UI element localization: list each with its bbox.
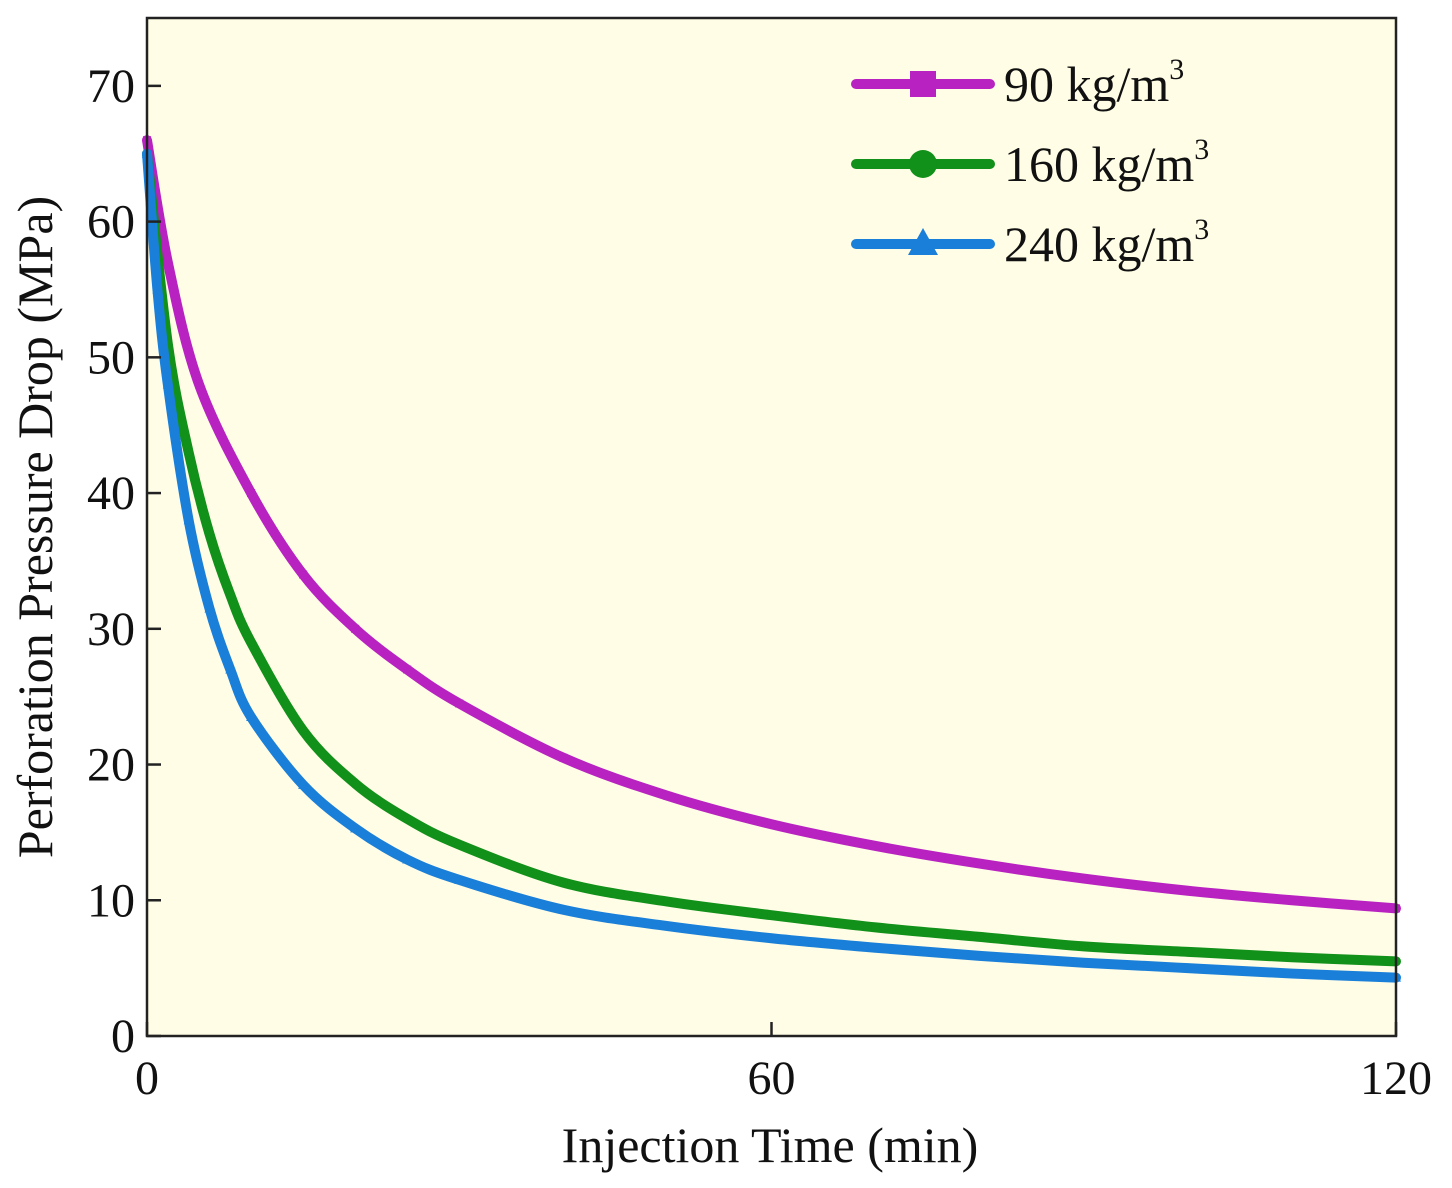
y-tick-label: 50 <box>87 331 135 384</box>
axis-layer: 0 10 20 30 40 50 60 70 0 60 120 <box>87 60 1432 1105</box>
legend-label-sup: 3 <box>1194 133 1209 166</box>
data-point-160 <box>402 814 412 824</box>
data-point-90 <box>299 570 308 579</box>
data-point-90 <box>663 791 672 800</box>
y-tick-label: 0 <box>111 1010 135 1063</box>
data-point-240 <box>974 950 985 960</box>
data-point-160 <box>350 779 360 789</box>
data-point-160 <box>558 878 568 888</box>
data-point-160 <box>975 932 985 942</box>
data-point-240 <box>1286 968 1297 978</box>
plot-area <box>147 18 1396 1036</box>
data-point-240 <box>558 904 569 914</box>
data-point-160 <box>1183 947 1193 957</box>
y-tick-label: 30 <box>87 603 135 656</box>
legend-label-sup: 3 <box>1169 53 1184 86</box>
data-point-240 <box>225 664 236 674</box>
data-point-240 <box>183 515 194 525</box>
data-point-240 <box>162 379 173 389</box>
legend-label-text: 240 kg/m <box>1004 216 1194 272</box>
y-tick-label: 20 <box>87 739 135 792</box>
data-point-90 <box>163 258 172 267</box>
legend-marker-160 <box>909 150 937 178</box>
series-layer <box>142 135 1401 983</box>
data-point-160 <box>298 726 308 736</box>
data-point-90 <box>767 820 776 829</box>
series-line-160 <box>142 148 1401 967</box>
legend-label-90: 90 kg/m3 <box>1004 53 1184 112</box>
legend-marker-240 <box>908 228 938 255</box>
legend-label-160: 160 kg/m3 <box>1004 133 1209 192</box>
data-point-240 <box>246 712 257 722</box>
y-tick-label: 10 <box>87 874 135 927</box>
data-point-90 <box>195 380 204 389</box>
data-point-90 <box>247 489 256 498</box>
legend-marker-90 <box>910 71 936 97</box>
data-point-90 <box>1079 874 1088 883</box>
legend-label-240: 240 kg/m3 <box>1004 213 1209 272</box>
data-point-160 <box>225 590 235 600</box>
data-point-90 <box>871 841 880 850</box>
data-point-160 <box>184 447 194 457</box>
data-point-160 <box>1079 941 1089 951</box>
data-point-240 <box>298 779 309 789</box>
data-point-240 <box>204 603 215 613</box>
legend-label-sup: 3 <box>1194 213 1209 246</box>
data-point-90 <box>351 624 360 633</box>
data-point-160 <box>454 840 464 850</box>
data-point-90 <box>559 753 568 762</box>
data-point-160 <box>871 922 881 932</box>
y-tick-label: 60 <box>87 196 135 249</box>
data-point-240 <box>662 921 673 931</box>
y-axis-title: Perforation Pressure Drop (MPa) <box>7 196 63 858</box>
data-point-160 <box>1287 952 1297 962</box>
x-tick-label: 60 <box>748 1052 796 1105</box>
data-point-90 <box>975 859 984 868</box>
data-point-240 <box>870 942 881 952</box>
data-point-240 <box>766 933 777 943</box>
data-point-240 <box>402 854 413 864</box>
data-point-240 <box>454 874 465 884</box>
x-tick-label: 120 <box>1360 1052 1432 1105</box>
data-point-90 <box>1287 896 1296 905</box>
data-point-240 <box>1078 957 1089 967</box>
data-point-160 <box>204 529 214 539</box>
data-point-160 <box>246 637 256 647</box>
data-point-240 <box>1182 963 1193 973</box>
legend-label-text: 160 kg/m <box>1004 136 1194 192</box>
series-line-90 <box>142 135 1401 914</box>
data-point-90 <box>1183 886 1192 895</box>
x-axis-title: Injection Time (min) <box>562 1117 979 1173</box>
data-point-240 <box>152 284 163 294</box>
legend-label-text: 90 kg/m <box>1004 56 1169 112</box>
data-point-90 <box>403 665 412 674</box>
data-point-160 <box>662 897 672 907</box>
data-point-160 <box>767 910 776 920</box>
data-point-240 <box>350 823 361 833</box>
y-tick-label: 40 <box>87 467 135 520</box>
data-point-90 <box>455 699 464 708</box>
x-tick-label: 0 <box>135 1052 159 1105</box>
y-tick-label: 70 <box>87 60 135 113</box>
